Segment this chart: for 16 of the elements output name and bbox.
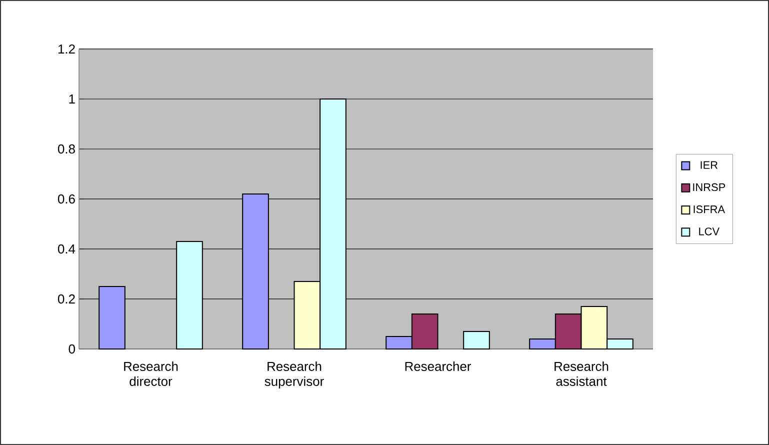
y-tick-label: 0 xyxy=(68,344,75,354)
legend-label: INRSP xyxy=(693,183,726,192)
x-tick-label: Researcher xyxy=(405,362,471,372)
x-tick-label: Research assistant xyxy=(554,362,608,386)
legend-label: ISFRA xyxy=(694,205,726,214)
y-tick-label: 0.4 xyxy=(58,244,76,254)
bar xyxy=(463,330,490,350)
y-tick-label: 1.2 xyxy=(58,44,75,54)
y-tick-label: 0.2 xyxy=(58,294,75,304)
y-tick-label: 1 xyxy=(69,94,75,104)
legend-label: IER xyxy=(700,161,718,169)
x-tick-label: Research director xyxy=(124,362,178,386)
x-tick-label: Research supervisor xyxy=(264,362,324,389)
y-tick-label: 0.6 xyxy=(58,194,75,204)
legend-label: LCV xyxy=(699,228,720,236)
y-tick-label: 0.8 xyxy=(58,144,75,154)
